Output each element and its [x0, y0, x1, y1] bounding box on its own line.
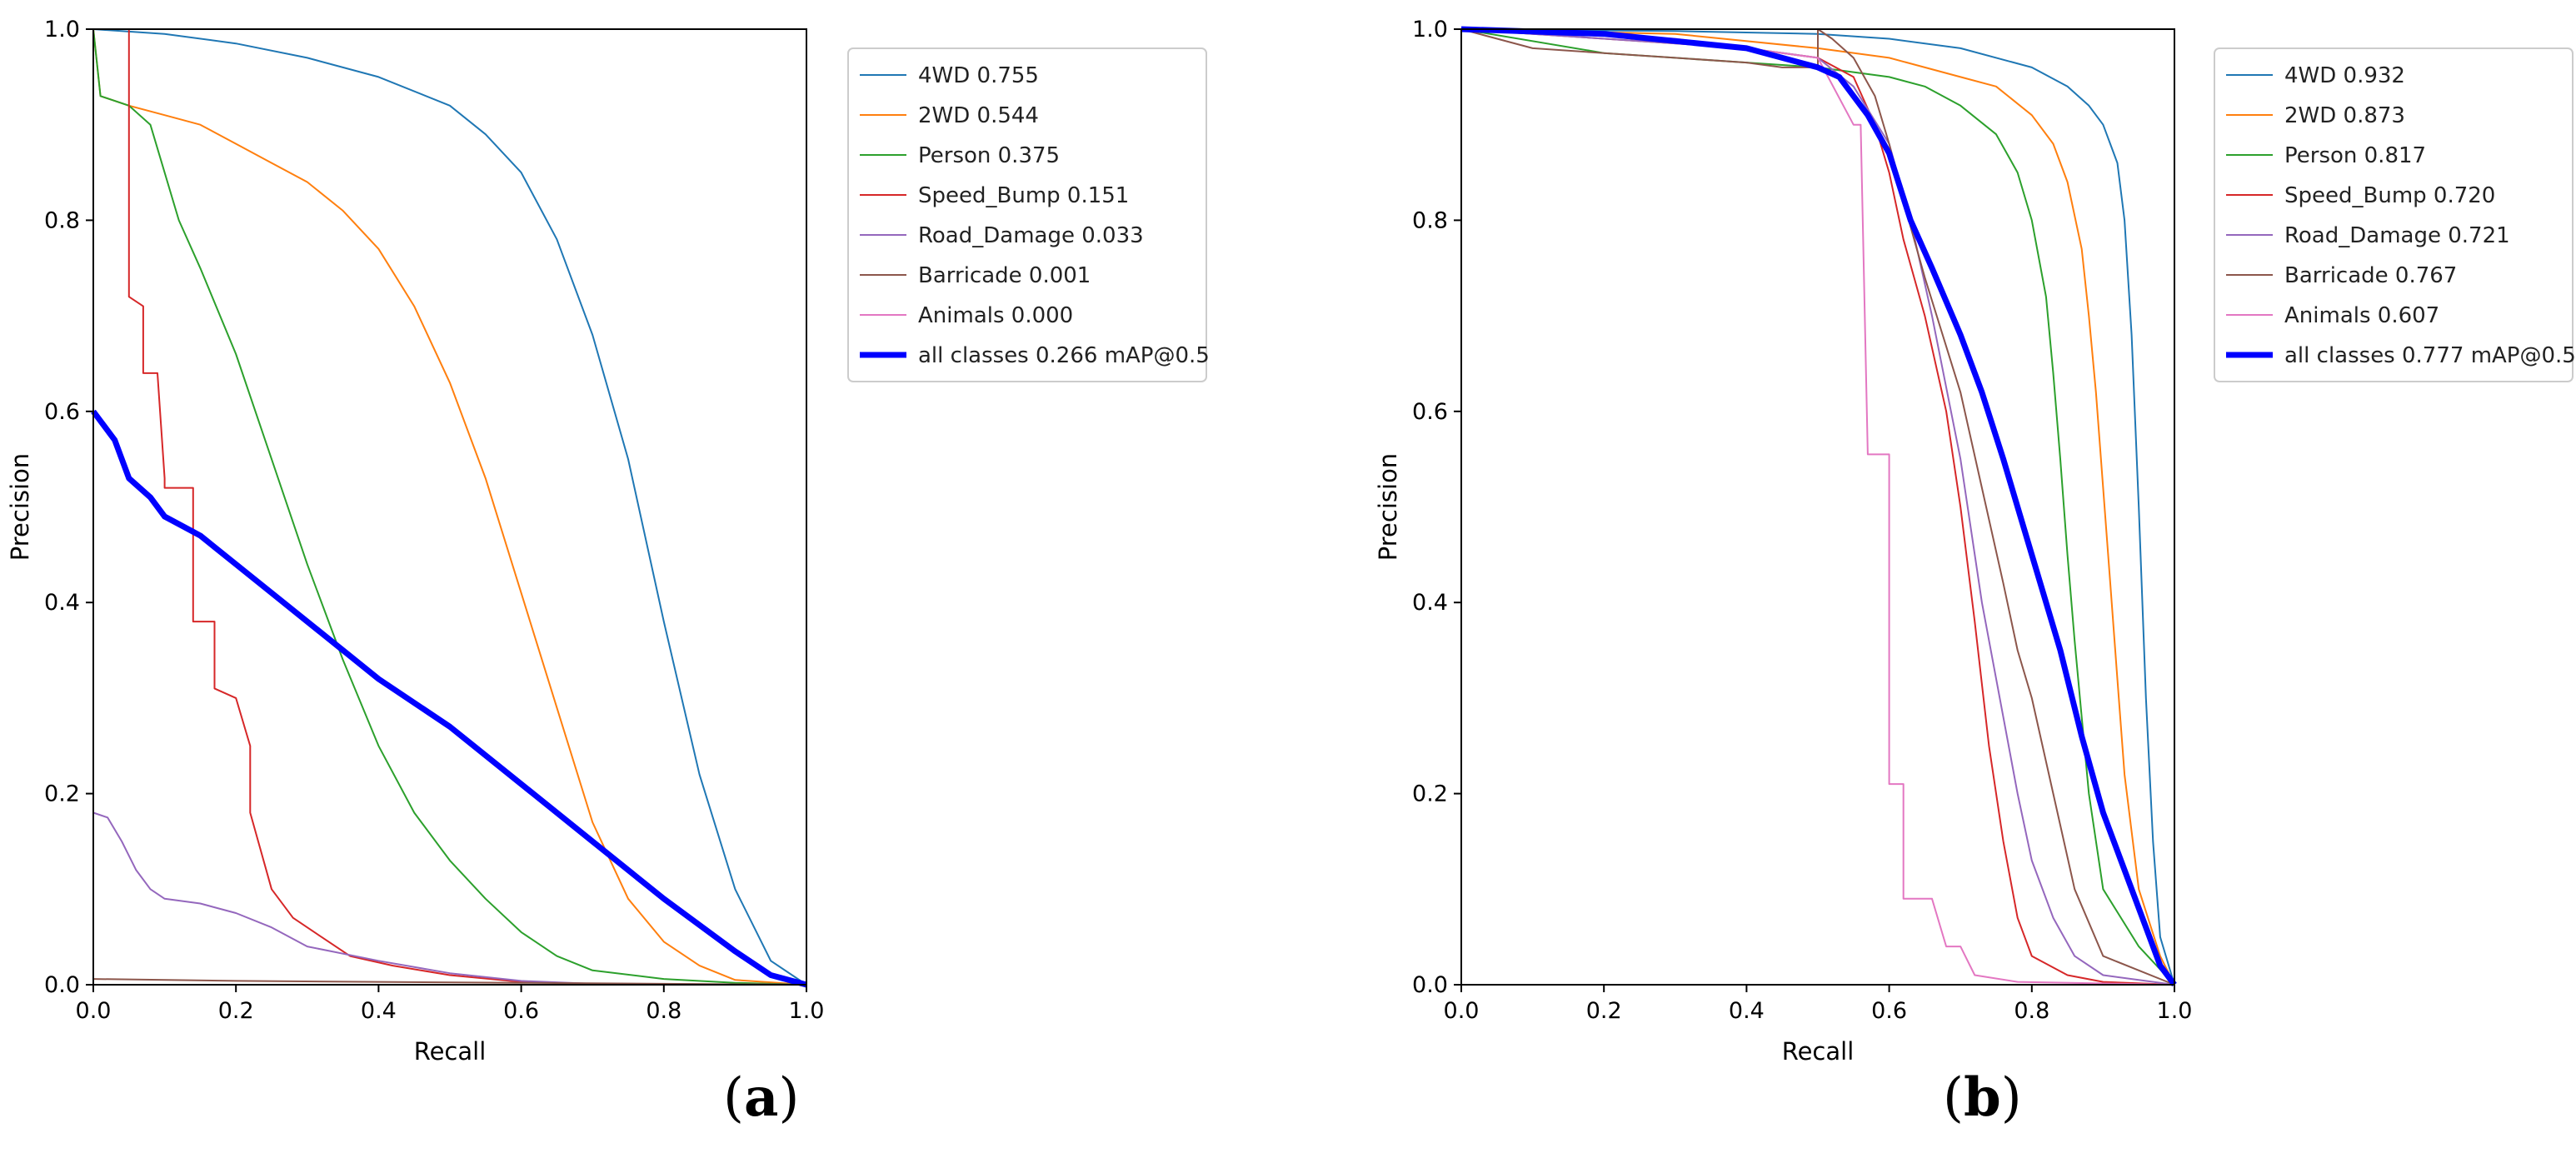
x-tick-label: 0.4 — [361, 998, 397, 1024]
x-tick-label: 0.2 — [1586, 998, 1622, 1024]
x-tick-label: 0.0 — [1444, 998, 1480, 1024]
x-tick-label: 0.0 — [76, 998, 112, 1024]
y-axis-label: Precision — [6, 453, 34, 561]
series-line-animals — [1460, 28, 2175, 986]
panel-label-b-text: b — [1963, 1066, 2001, 1129]
panel-a: 0.00.0 0.2 0.2 0.4 0.4 0.6 0.6 0.8 0.8 1.0 1.0 Reca… — [6, 17, 1210, 1066]
legend-entry: Animals 0.607 — [2284, 303, 2439, 328]
legend-entry: 2WD 0.544 — [918, 103, 1039, 128]
y-tick-label: 1.0 — [1412, 17, 1448, 42]
y-tick-label: 0.8 — [1412, 207, 1448, 233]
series-line-all — [1460, 26, 2177, 987]
series-line-person — [92, 28, 807, 986]
series-line-speed-bump — [1460, 28, 2175, 986]
y-axis-label: Precision — [1374, 453, 1402, 561]
series-line-2wd — [92, 28, 807, 986]
plot-frame — [92, 28, 807, 986]
x-tick-label: 0.8 — [646, 998, 681, 1024]
y-tick-label: 0.6 — [44, 399, 80, 425]
legend: 4WD 0.932 2WD 0.873 Person 0.817 Speed_Bump… — [2214, 47, 2576, 382]
y-tick-label: 0.4 — [44, 590, 80, 616]
series-line-4wd — [92, 28, 807, 986]
legend: 4WD 0.755 2WD 0.544 Person 0.375 Speed_Bump… — [847, 47, 1210, 382]
y-tick-label: 0.2 — [1412, 781, 1448, 807]
legend-entry: Person 0.375 — [918, 143, 1060, 168]
legend-entry: Barricade 0.001 — [918, 263, 1091, 288]
series-line-2wd — [1460, 28, 2175, 986]
legend-entry: 4WD 0.932 — [2284, 63, 2405, 88]
y-tick-label: 0.4 — [1412, 590, 1448, 616]
series-line-barricade — [92, 978, 807, 986]
panel-label-a: (a) — [723, 1066, 800, 1129]
legend-box — [847, 47, 1207, 382]
series-line-road-damage — [1460, 28, 2175, 986]
x-tick-label: 1.0 — [2157, 998, 2193, 1024]
legend-entry: 4WD 0.755 — [918, 63, 1039, 88]
y-tick-label: 1.0 — [44, 17, 80, 42]
x-tick-label: 0.6 — [1871, 998, 1907, 1024]
x-tick-label: 0.6 — [503, 998, 539, 1024]
legend-entry: Speed_Bump 0.720 — [2284, 183, 2495, 208]
series-line-all — [91, 409, 807, 988]
legend-entry: 2WD 0.873 — [2284, 103, 2405, 128]
legend-entry: Road_Damage 0.721 — [2284, 223, 2510, 248]
legend-entry: all classes 0.266 mAP@0.5 — [918, 343, 1210, 368]
x-tick-label: 1.0 — [789, 998, 825, 1024]
x-axis-label: Recall — [414, 1037, 487, 1066]
plot-frame — [1460, 28, 2175, 986]
panel-label-b: (b) — [1943, 1066, 2022, 1129]
legend-box — [2214, 47, 2574, 382]
x-axis-label: Recall — [1782, 1037, 1855, 1066]
legend-entry: Animals 0.000 — [918, 303, 1073, 328]
series-line-speed-bump — [127, 29, 807, 986]
y-tick-label: 0.6 — [1412, 399, 1448, 425]
series-line-barricade — [1460, 28, 2175, 986]
y-tick-label: 0.0 — [1412, 972, 1448, 998]
series-line-road-damage — [92, 811, 807, 986]
legend-entry: Road_Damage 0.033 — [918, 223, 1144, 248]
series-line-person — [1460, 28, 2175, 986]
x-tick-label: 0.2 — [218, 998, 254, 1024]
legend-entry: Speed_Bump 0.151 — [918, 183, 1129, 208]
panel-b: 0.00.0 0.2 0.2 0.4 0.4 0.6 0.6 0.8 0.8 1.0 1.0 Reca… — [1374, 17, 2576, 1066]
legend-entry: Barricade 0.767 — [2284, 263, 2457, 288]
x-tick-label: 0.8 — [2014, 998, 2049, 1024]
y-tick-label: 0.0 — [44, 972, 80, 998]
y-tick-label: 0.2 — [44, 781, 80, 807]
x-tick-label: 0.4 — [1729, 998, 1765, 1024]
panel-label-a-text: a — [743, 1066, 779, 1129]
y-tick-label: 0.8 — [44, 207, 80, 233]
legend-entry: all classes 0.777 mAP@0.5 — [2284, 343, 2576, 368]
legend-entry: Person 0.817 — [2284, 143, 2426, 168]
series-line-4wd — [1460, 28, 2175, 986]
